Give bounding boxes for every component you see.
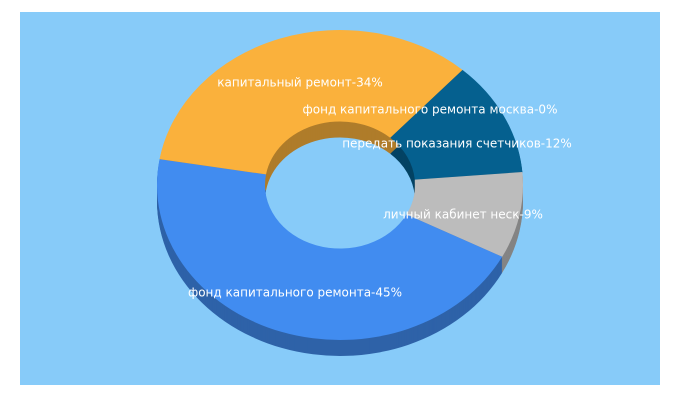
slice-label: капитальный ремонт-34% bbox=[217, 76, 383, 90]
slice-label: личный кабинет неск-9% bbox=[383, 208, 543, 222]
slice-label: фонд капитального ремонта-45% bbox=[188, 286, 402, 300]
slice-label: передать показания счетчиков-12% bbox=[342, 137, 572, 151]
slice-label: фонд капитального ремонта москва-0% bbox=[303, 103, 558, 117]
slice bbox=[390, 69, 523, 180]
slice bbox=[157, 159, 503, 340]
slice bbox=[159, 30, 463, 175]
slice bbox=[406, 172, 523, 257]
donut-slices bbox=[157, 30, 523, 340]
slice-labels: фонд капитального ремонта москва-0% перед… bbox=[188, 76, 572, 300]
